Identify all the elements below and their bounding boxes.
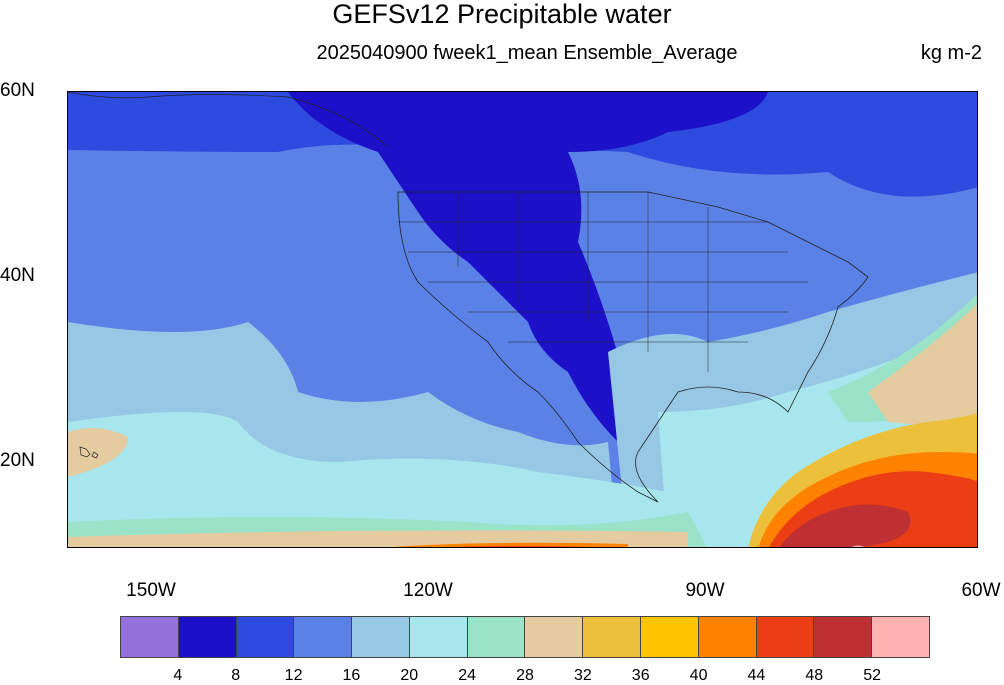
lon-label-60w: 60W <box>961 580 1001 601</box>
map-subtitle: 2025040900 fweek1_mean Ensemble_Average <box>316 42 738 64</box>
colorbar-tick-label: 12 <box>284 667 303 684</box>
lat-label-60n: 60N <box>0 80 35 101</box>
colorbar-tick-label: 20 <box>400 667 419 684</box>
colorbar-tick-label: 32 <box>573 667 592 684</box>
precipitable-water-map <box>68 92 977 547</box>
colorbar-swatch <box>178 617 237 657</box>
lon-label-90w: 90W <box>685 580 725 601</box>
colorbar-swatch <box>756 617 815 657</box>
colorbar-tick-label: 24 <box>458 667 477 684</box>
map-title: GEFSv12 Precipitable water <box>332 0 672 29</box>
colorbar-tick-label: 36 <box>631 667 650 684</box>
lon-label-120w: 120W <box>403 580 453 601</box>
colorbar-swatch <box>294 617 353 657</box>
colorbar-tick-label: 4 <box>173 667 183 684</box>
colorbar-swatch <box>121 617 179 657</box>
colorbar-tick-label: 40 <box>689 667 708 684</box>
colorbar-swatch <box>409 617 468 657</box>
colorbar-tick-label: 44 <box>747 667 766 684</box>
colorbar-tick-label: 48 <box>805 667 824 684</box>
colorbar-tick-label: 16 <box>342 667 361 684</box>
lon-label-150w: 150W <box>126 580 176 601</box>
lat-label-40n: 40N <box>0 265 35 286</box>
colorbar-swatch <box>814 617 873 657</box>
colorbar-swatch <box>467 617 526 657</box>
colorbar-swatch <box>352 617 410 657</box>
colorbar-swatch <box>641 617 699 657</box>
field-cyan-band <box>68 412 688 547</box>
units-label: kg m-2 <box>920 42 982 64</box>
colorbar-swatch <box>583 617 642 657</box>
colorbar-tick-label: 28 <box>516 667 534 684</box>
colorbar-swatch <box>872 617 929 657</box>
field-dark-red-core <box>779 504 911 547</box>
colorbar <box>120 616 930 658</box>
colorbar-swatch <box>236 617 295 657</box>
state-boundaries <box>398 192 808 372</box>
colorbar-swatch <box>698 617 757 657</box>
colorbar-tick-label: 52 <box>863 667 882 684</box>
lat-label-20n: 20N <box>0 450 35 471</box>
colorbar-tick-label: 8 <box>231 667 241 684</box>
map-plot-area <box>67 91 978 548</box>
continental-outline <box>397 191 869 503</box>
hawaii-outline <box>79 446 99 459</box>
colorbar-swatch <box>525 617 584 657</box>
